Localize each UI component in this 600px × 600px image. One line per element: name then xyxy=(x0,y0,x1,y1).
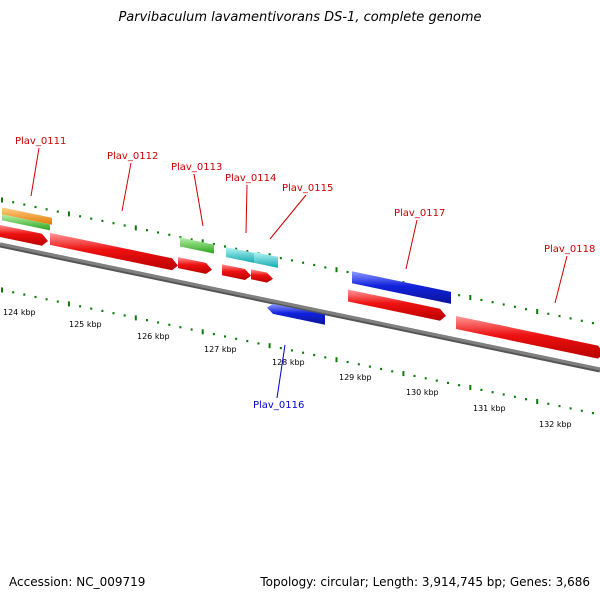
axis-tick-label: 127 kbp xyxy=(204,345,237,354)
leader-plav-0114 xyxy=(245,184,248,234)
gene-label-plav-0113: Plav_0113 xyxy=(171,162,222,173)
cog-bar-cyan-2 xyxy=(254,251,278,268)
leader-plav-0111 xyxy=(30,147,40,197)
gene-label-plav-0114: Plav_0114 xyxy=(225,173,276,184)
gene-label-plav-0115: Plav_0115 xyxy=(282,183,333,194)
leader-plav-0118 xyxy=(554,255,568,304)
backbone-highlight xyxy=(0,242,600,371)
gene-bar-plav-0117 xyxy=(348,289,446,321)
axis-tick-label: 128 kbp xyxy=(272,358,305,367)
axis-tick-label: 131 kbp xyxy=(473,404,506,413)
accession-text: Accession: NC_009719 xyxy=(9,575,146,589)
cog-bar-orange xyxy=(2,207,52,225)
leader-plav-0115 xyxy=(269,194,307,240)
axis-tick-label: 129 kbp xyxy=(339,373,372,382)
gene-label-plav-0111: Plav_0111 xyxy=(15,136,66,147)
inner-tick-track xyxy=(1,287,594,415)
axis-tick-label: 132 kbp xyxy=(539,420,572,429)
gene-bar-plav-0112 xyxy=(50,232,178,271)
gene-label-plav-0112: Plav_0112 xyxy=(107,151,158,162)
gene-bar-plav-0113 xyxy=(178,257,212,274)
gene-bar-plav-0118 xyxy=(456,316,600,359)
gene-bar-plav-0116 xyxy=(267,303,325,325)
axis-tick-labels: 124 kbp 125 kbp 126 kbp 127 kbp 128 kbp 129 k… xyxy=(3,308,572,429)
label-leader-lines xyxy=(30,147,568,399)
topology-text: Topology: circular; Length: 3,914,745 bp… xyxy=(260,575,590,589)
leader-plav-0112 xyxy=(121,162,132,212)
axis-tick-label: 125 kbp xyxy=(69,320,102,329)
axis-tick-label: 124 kbp xyxy=(3,308,36,317)
gene-bar-forward xyxy=(0,225,48,246)
cog-bar-green-1 xyxy=(2,214,50,231)
leader-plav-0117 xyxy=(405,219,418,270)
leader-plav-0116 xyxy=(276,344,286,399)
cog-bar-blue xyxy=(352,271,451,304)
gene-features xyxy=(0,207,600,359)
gene-bar-plav-0115 xyxy=(251,269,273,283)
genome-backbone xyxy=(0,242,600,373)
gene-bar-plav-0114 xyxy=(222,264,251,280)
leader-plav-0113 xyxy=(193,173,204,227)
page-title: Parvibaculum lavamentivorans DS-1, compl… xyxy=(118,10,482,25)
gene-label-plav-0116: Plav_0116 xyxy=(253,400,304,411)
cog-bar-cyan-1 xyxy=(226,247,254,263)
cog-bar-green-2 xyxy=(180,237,214,254)
gene-label-plav-0118: Plav_0118 xyxy=(544,244,595,255)
axis-tick-label: 126 kbp xyxy=(137,332,170,341)
gene-label-plav-0117: Plav_0117 xyxy=(394,208,445,219)
axis-tick-label: 130 kbp xyxy=(406,388,439,397)
